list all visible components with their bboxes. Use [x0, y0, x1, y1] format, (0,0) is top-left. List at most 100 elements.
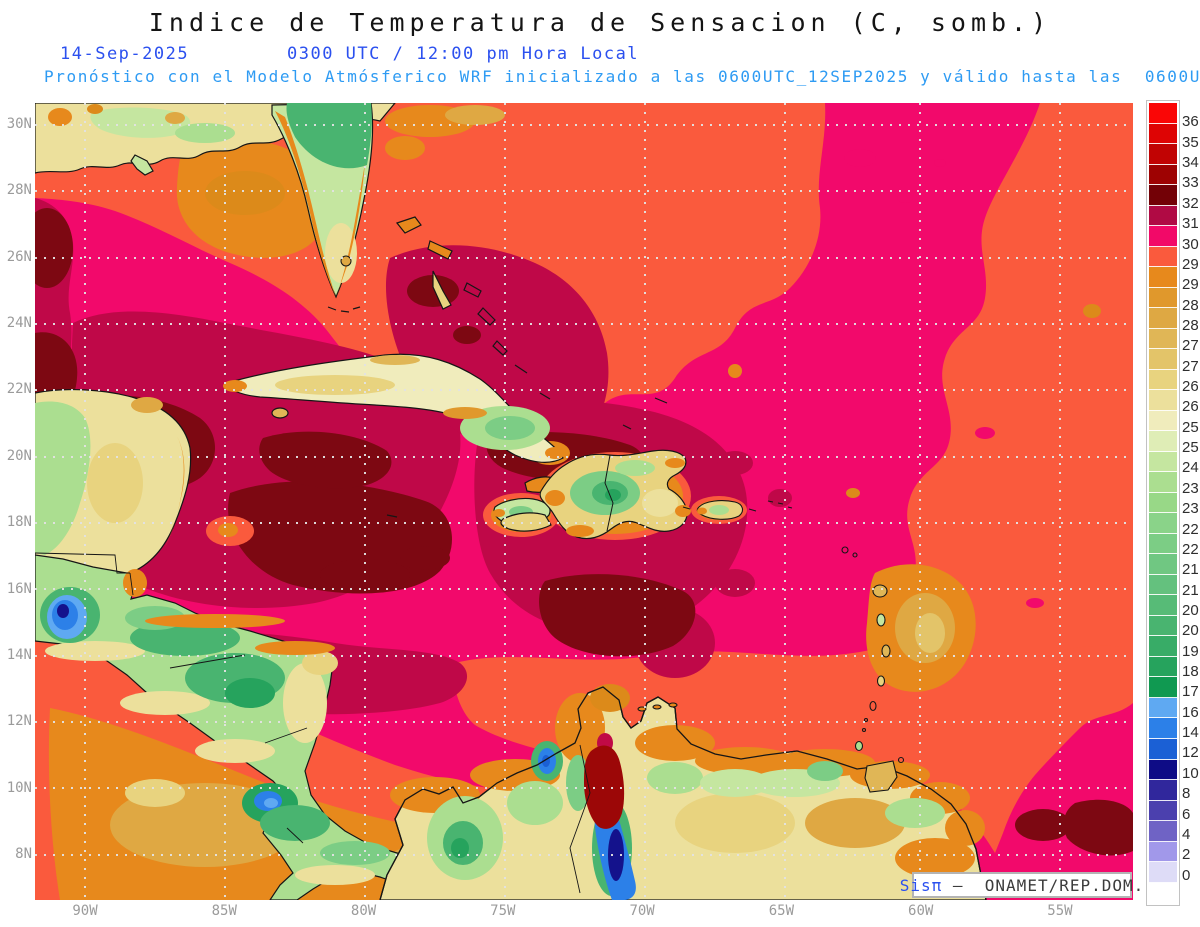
colorbar-tick-label: 28	[1182, 316, 1199, 334]
colorbar-cell	[1149, 574, 1177, 596]
colorbar-cell	[1149, 636, 1177, 657]
lat-tick-label: 8N	[15, 845, 32, 862]
lat-tick-label: 24N	[6, 315, 32, 332]
colorbar-tick-label: 2	[1182, 846, 1191, 864]
lon-tick-label: 75W	[490, 903, 516, 919]
credit-org: – ONAMET/REP.DOM.	[942, 875, 1145, 895]
credit-brand: Sisπ	[899, 875, 943, 895]
lat-tick-label: 30N	[6, 116, 32, 132]
colorbar-tick-label: 23	[1182, 500, 1199, 518]
colorbar-cell	[1149, 862, 1177, 883]
colorbar-cell	[1149, 595, 1177, 616]
colorbar-tick-label: 27	[1182, 357, 1199, 375]
colorbar-tick-label: 0	[1182, 866, 1191, 884]
map-region	[21, 102, 1133, 901]
colorbar-tick-label: 6	[1182, 805, 1191, 823]
colorbar-tick-label: 21	[1182, 581, 1199, 599]
lesser-antilles	[637, 546, 905, 793]
colorbar-cell	[1149, 718, 1177, 739]
colorbar-cell	[1149, 780, 1177, 801]
central-america	[34, 554, 434, 901]
colorbar-cell	[1149, 246, 1177, 268]
lat-tick-label: 18N	[6, 514, 32, 531]
colorbar-cell	[1149, 185, 1177, 206]
colorbar-cell	[1149, 410, 1177, 432]
colorbar-tick-label: 35	[1182, 133, 1199, 151]
lon-tick-label: 60W	[908, 903, 934, 919]
lon-tick-label: 85W	[211, 903, 237, 919]
colorbar-cell	[1149, 328, 1177, 350]
colorbar-cell	[1149, 882, 1177, 904]
colorbar-tick-label: 28.5	[1182, 296, 1200, 314]
lon-tick-label: 80W	[350, 903, 377, 919]
colorbar-cell	[1149, 431, 1177, 452]
colorbar-tick-label: 18	[1182, 663, 1199, 681]
lat-tick-label: 10N	[6, 779, 32, 796]
page-title: Indice de Temperatura de Sensacion (C, s…	[148, 8, 1052, 37]
colorbar-tick-label: 29	[1182, 276, 1199, 294]
colorbar-cell	[1149, 451, 1177, 473]
colorbar-tick-label: 25	[1182, 439, 1199, 457]
valid-date: 14-Sep-2025	[60, 44, 190, 64]
colorbar-tick-label: 26.5	[1182, 378, 1200, 396]
colorbar-tick-label: 27.5	[1182, 337, 1200, 355]
colorbar-tick-label: 4	[1182, 825, 1191, 843]
florida	[271, 102, 374, 313]
colorbar-cell	[1149, 390, 1177, 411]
colorbar-cell	[1149, 738, 1177, 760]
lon-tick-label: 70W	[629, 903, 655, 919]
colorbar-tick-label: 25.5	[1182, 418, 1200, 436]
colorbar-tick-label: 24	[1182, 459, 1199, 477]
colorbar-tick-label: 30.7	[1182, 235, 1200, 253]
colorbar-tick-label: 26	[1182, 398, 1199, 416]
lat-tick-label: 20N	[6, 447, 32, 464]
lat-tick-label: 22N	[6, 381, 32, 398]
colorbar-tick-label: 17	[1182, 683, 1199, 701]
credit-box: Sisπ – ONAMET/REP.DOM.	[900, 872, 1143, 898]
colorbar-cell	[1149, 513, 1177, 534]
colorbar-tick-label: 32	[1182, 194, 1199, 212]
colorbar-cell	[1149, 821, 1177, 842]
lat-tick-label: 12N	[6, 713, 32, 730]
colorbar	[1146, 100, 1180, 906]
colorbar-cell	[1149, 205, 1177, 227]
colorbar-cell	[1149, 123, 1177, 145]
colorbar-cell	[1149, 226, 1177, 247]
colorbar-tick-label: 14	[1182, 724, 1199, 742]
colorbar-tick-label: 8	[1182, 785, 1191, 803]
colorbar-tick-label: 31.5	[1182, 215, 1200, 233]
lat-tick-label: 14N	[6, 646, 32, 663]
colorbar-cell	[1149, 841, 1177, 863]
bahamas	[395, 216, 668, 430]
country-borders	[34, 552, 591, 894]
colorbar-cell	[1149, 369, 1177, 391]
weather-map	[21, 102, 1133, 901]
colorbar-cell	[1149, 267, 1177, 288]
colorbar-cell	[1149, 759, 1177, 781]
colorbar-cell	[1149, 492, 1177, 514]
colorbar-tick-label: 36	[1182, 113, 1199, 131]
colorbar-cell	[1149, 677, 1177, 698]
colorbar-tick-label: 22	[1182, 540, 1199, 558]
lon-tick-label: 65W	[768, 903, 795, 919]
colorbar-tick-label: 21.5	[1182, 561, 1200, 579]
colorbar-cell	[1149, 697, 1177, 719]
colorbar-cell	[1149, 656, 1177, 678]
colorbar-cell	[1149, 164, 1177, 186]
colorbar-tick-label: 20.5	[1182, 601, 1200, 619]
colorbar-cell	[1149, 308, 1177, 329]
forecast-line: Pronóstico con el Modelo Atmósferico WRF…	[44, 67, 1200, 86]
colorbar-tick-label: 16	[1182, 703, 1199, 721]
lat-tick-label: 28N	[6, 182, 32, 199]
colorbar-cell	[1149, 349, 1177, 370]
puerto-rico	[682, 500, 793, 520]
yucatan	[34, 388, 192, 578]
colorbar-tick-label: 20	[1182, 622, 1199, 640]
colorbar-cell	[1149, 615, 1177, 637]
colorbar-tick-label: 10	[1182, 764, 1199, 782]
colorbar-tick-label: 12	[1182, 744, 1199, 762]
colorbar-cell	[1149, 800, 1177, 822]
colorbar-tick-label: 29.7	[1182, 255, 1200, 273]
lat-tick-label: 26N	[6, 248, 32, 265]
colorbar-tick-label: 33	[1182, 174, 1199, 192]
